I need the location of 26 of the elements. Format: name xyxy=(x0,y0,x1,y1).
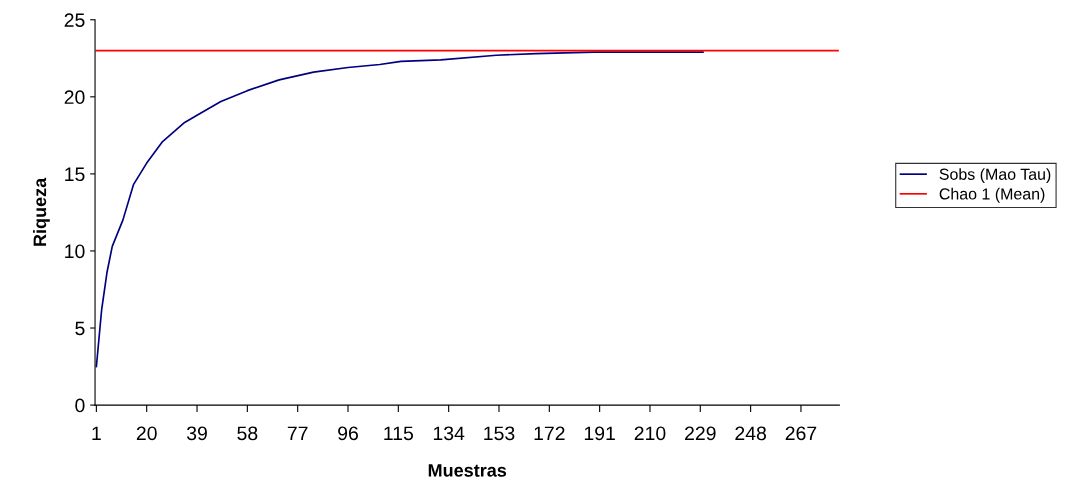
x-tick-label: 1 xyxy=(92,426,101,440)
x-tick-label: 96 xyxy=(338,426,358,441)
y-tick-label: 5 xyxy=(75,321,85,336)
x-tick-label: 172 xyxy=(534,426,565,440)
x-tick-label: 20 xyxy=(136,426,157,441)
y-axis-title: Riqueza xyxy=(32,177,50,246)
legend-label: Chao 1 (Mean) xyxy=(939,187,1045,203)
x-tick-label: 39 xyxy=(186,426,207,441)
y-tick-label: 25 xyxy=(64,13,85,27)
x-tick-label: 115 xyxy=(384,426,414,441)
x-tick-label: 229 xyxy=(685,426,716,441)
y-tick-label: 15 xyxy=(65,167,85,182)
y-tick-label: 0 xyxy=(75,398,85,413)
y-tick-label: 10 xyxy=(65,244,85,259)
y-tick-label: 20 xyxy=(64,90,85,105)
x-tick-label: 267 xyxy=(785,426,817,441)
x-axis-title: Muestras xyxy=(428,464,507,477)
legend-label: Sobs (Mao Tau) xyxy=(939,168,1051,184)
x-tick-label: 191 xyxy=(584,426,615,441)
x-tick-label: 153 xyxy=(484,426,515,441)
x-tick-label: 77 xyxy=(287,426,308,440)
x-tick-label: 248 xyxy=(735,426,766,441)
x-tick-label: 58 xyxy=(237,426,258,441)
x-tick-label: 134 xyxy=(433,426,465,441)
x-tick-label: 210 xyxy=(634,426,666,441)
line-series xyxy=(95,51,704,368)
